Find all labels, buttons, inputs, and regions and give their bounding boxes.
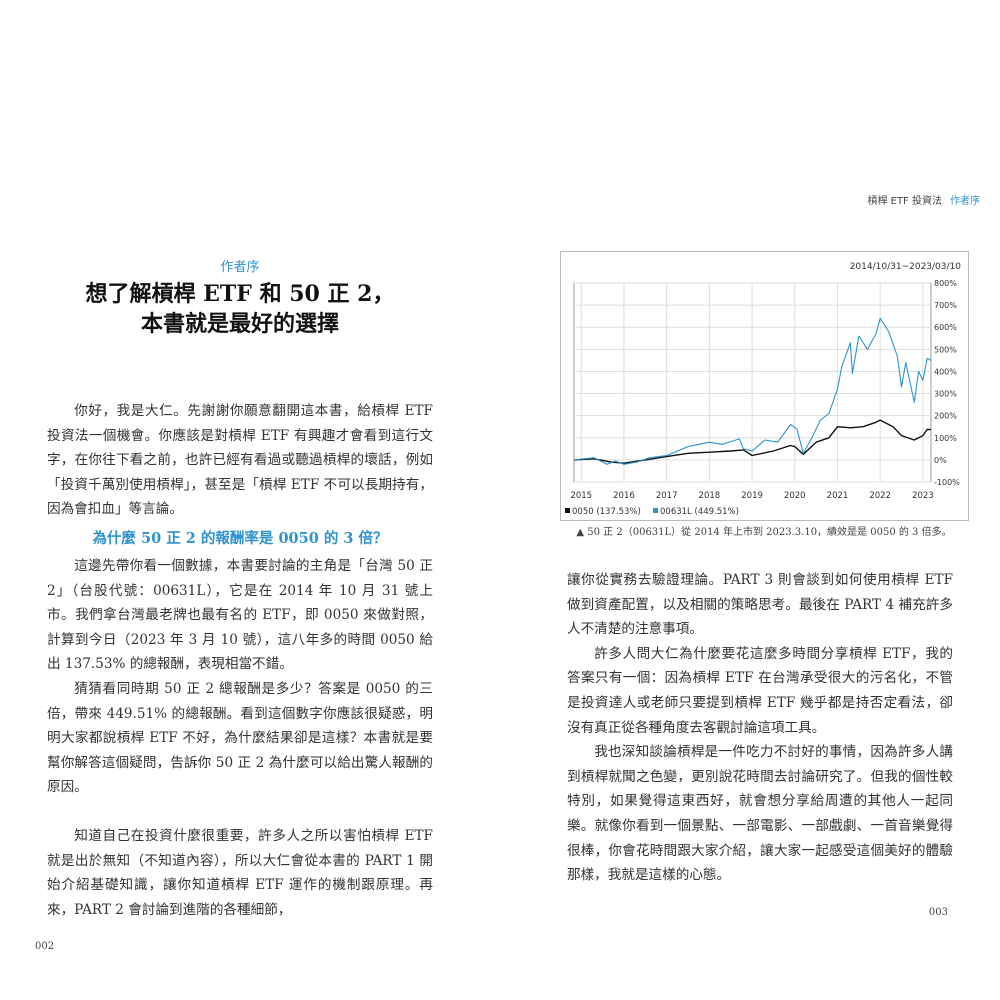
title-line-2: 本書就是最好的選擇 bbox=[140, 311, 339, 337]
running-head-book: 槓桿 ETF 投資法 bbox=[867, 196, 942, 207]
performance-chart: 2014/10/31~2023/03/10 800% 700% 600% 500% 40… bbox=[560, 251, 969, 521]
left-page: 作者序 想了解槓桿 ETF 和 50 正 2， 本書就是最好的選擇 你好，我是大… bbox=[35, 259, 433, 954]
intro-paragraph: 你好，我是大仁。先謝謝你願意翻開這本書，給槓桿 ETF 投資法一個機會。你應該是… bbox=[47, 399, 433, 522]
y-tick-label: 200% bbox=[934, 412, 957, 421]
legend-label-0050: 0050 (137.53%) bbox=[572, 507, 641, 517]
series-line-0050 bbox=[573, 419, 932, 464]
page-number-left: 002 bbox=[35, 941, 55, 953]
chart-svg: 2014/10/31~2023/03/10 800% 700% 600% 500% 40… bbox=[565, 262, 962, 517]
paragraph: 我也深知談論槓桿是一件吃力不討好的事情，因為許多人講到槓桿就聞之色變，更別說花時… bbox=[567, 744, 953, 884]
right-page: 2014/10/31~2023/03/10 800% 700% 600% 500% 40… bbox=[560, 251, 969, 920]
title-line-1: 想了解槓桿 ETF 和 50 正 2， bbox=[85, 281, 395, 307]
running-head: 槓桿 ETF 投資法 作者序 bbox=[867, 195, 980, 209]
y-tick-label: 700% bbox=[934, 301, 957, 310]
paragraph: 你好，我是大仁。先謝謝你願意翻開這本書，給槓桿 ETF 投資法一個機會。你應該是… bbox=[47, 403, 433, 518]
x-tick-label: 2022 bbox=[869, 491, 891, 501]
chart-caption: ▲ 50 正 2（00631L）從 2014 年上市到 2023.3.10，績效… bbox=[576, 527, 952, 538]
section-kicker: 作者序 bbox=[220, 260, 260, 275]
body-text-2: 知道自己在投資什麼很重要，許多人之所以害怕槓桿 ETF 就是出於無知（不知道內容… bbox=[47, 824, 433, 922]
y-tick-label: 800% bbox=[934, 279, 957, 288]
x-tick-label: 2019 bbox=[741, 491, 763, 501]
x-tick-label: 2016 bbox=[613, 491, 635, 501]
y-tick-label: -100% bbox=[934, 478, 960, 487]
legend-label-00631L: 00631L (449.51%) bbox=[660, 507, 739, 517]
paragraph: 這邊先帶你看一個數據，本書要討論的主角是「台灣 50 正 2」（台股代號：006… bbox=[47, 557, 433, 673]
running-head-section: 作者序 bbox=[950, 196, 980, 207]
x-tick-label: 2015 bbox=[570, 491, 592, 501]
series-line-00631L bbox=[573, 317, 932, 465]
page-number-right: 003 bbox=[928, 906, 948, 918]
y-tick-label: 400% bbox=[934, 367, 957, 376]
page-title: 想了解槓桿 ETF 和 50 正 2， 本書就是最好的選擇 bbox=[47, 279, 433, 339]
paragraph: 讓你從實務去驗證理論。PART 3 則會談到如何使用槓桿 ETF 做到資產配置，… bbox=[567, 572, 953, 638]
subheading: 為什麼 50 正 2 的報酬率是 0050 的 3 倍？ bbox=[92, 529, 388, 547]
body-text: 這邊先帶你看一個數據，本書要討論的主角是「台灣 50 正 2」（台股代號：006… bbox=[47, 554, 433, 800]
x-tick-label: 2018 bbox=[699, 491, 721, 501]
legend-swatch-00631L bbox=[653, 508, 658, 513]
body-text-right: 讓你從實務去驗證理論。PART 3 則會談到如何使用槓桿 ETF 做到資產配置，… bbox=[567, 568, 953, 888]
paragraph: 猜猜看同時期 50 正 2 總報酬是多少？答案是 0050 的三倍，帶來 449… bbox=[47, 680, 433, 796]
y-tick-label: 300% bbox=[934, 390, 957, 399]
legend-swatch-0050 bbox=[565, 508, 570, 513]
paragraph: 知道自己在投資什麼很重要，許多人之所以害怕槓桿 ETF 就是出於無知（不知道內容… bbox=[47, 827, 433, 918]
x-tick-label: 2020 bbox=[784, 491, 806, 501]
y-tick-label: 500% bbox=[934, 345, 957, 354]
y-tick-label: 100% bbox=[934, 434, 957, 443]
y-tick-label: 600% bbox=[934, 323, 957, 332]
x-tick-label: 2021 bbox=[827, 491, 849, 501]
x-tick-label: 2023 bbox=[912, 491, 934, 501]
y-tick-label: 0% bbox=[934, 456, 947, 465]
paragraph: 許多人問大仁為什麼要花這麼多時間分享槓桿 ETF，我的答案只有一個：因為槓桿 E… bbox=[567, 645, 953, 736]
x-tick-label: 2017 bbox=[656, 491, 678, 501]
date-range-label: 2014/10/31~2023/03/10 bbox=[850, 262, 962, 272]
legend: 0050 (137.53%) 00631L (449.51%) bbox=[565, 507, 739, 517]
